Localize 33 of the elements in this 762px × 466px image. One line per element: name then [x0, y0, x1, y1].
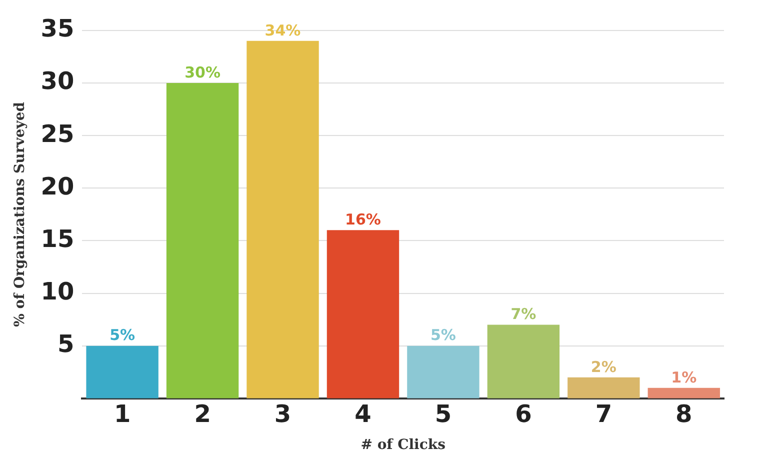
- y-tick-label: 30: [40, 67, 74, 96]
- y-tick-label: 20: [40, 172, 74, 200]
- y-tick-label: 15: [40, 224, 74, 253]
- x-tick-label: 3: [274, 400, 292, 428]
- bar: [246, 40, 319, 398]
- bar: [166, 82, 239, 398]
- y-tick-label: 10: [40, 277, 74, 306]
- x-tick-label: 4: [354, 400, 372, 428]
- y-axis-title: % of Organizations Surveyed: [12, 102, 28, 327]
- bar: [487, 324, 560, 398]
- data-label: 5%: [110, 326, 136, 344]
- data-label: 1%: [671, 368, 697, 386]
- x-axis-title: # of Clicks: [360, 437, 446, 454]
- bar: [86, 346, 158, 398]
- data-label: 5%: [430, 326, 456, 344]
- bar: [326, 230, 400, 398]
- y-tick-label: 5: [57, 330, 74, 358]
- x-tick-label: 5: [434, 400, 452, 428]
- y-tick-label: 35: [40, 14, 74, 43]
- x-tick-label: 1: [114, 400, 131, 428]
- data-label: 7%: [510, 305, 536, 324]
- data-label: 16%: [345, 210, 381, 229]
- bar: [407, 346, 480, 398]
- bar: [648, 388, 720, 398]
- x-tick-label: 7: [595, 400, 612, 428]
- x-tick-label: 6: [515, 400, 532, 428]
- y-tick-label: 25: [40, 120, 74, 148]
- x-tick-label: 2: [194, 400, 211, 428]
- x-tick-label: 8: [676, 400, 692, 428]
- bar: [568, 377, 640, 398]
- data-label: 30%: [184, 63, 220, 82]
- data-label: 2%: [590, 358, 616, 376]
- data-label: 34%: [264, 21, 301, 40]
